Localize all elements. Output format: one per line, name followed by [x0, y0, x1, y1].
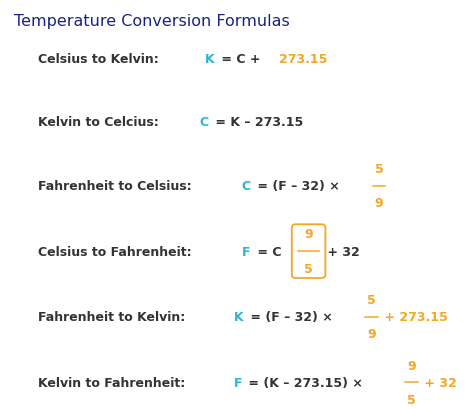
- Text: F: F: [242, 245, 250, 258]
- Text: 9: 9: [367, 328, 376, 341]
- Text: Fahrenheit to Celsius:: Fahrenheit to Celsius:: [38, 180, 196, 193]
- Text: + 32: + 32: [420, 376, 457, 389]
- Text: + 32: + 32: [324, 245, 360, 258]
- Text: Kelvin to Fahrenheit:: Kelvin to Fahrenheit:: [38, 376, 190, 389]
- Text: 9: 9: [407, 359, 416, 372]
- Text: 273.15: 273.15: [279, 53, 327, 66]
- Text: C: C: [199, 116, 209, 129]
- Text: = (F – 32) ×: = (F – 32) ×: [254, 180, 345, 193]
- Text: 9: 9: [375, 197, 384, 210]
- Text: + 273.15: + 273.15: [380, 310, 448, 324]
- Text: Kelvin to Celcius:: Kelvin to Celcius:: [38, 116, 163, 129]
- Text: Celsius to Kelvin:: Celsius to Kelvin:: [38, 53, 167, 66]
- Text: Fahrenheit to Kelvin:: Fahrenheit to Kelvin:: [38, 310, 190, 324]
- Text: K: K: [205, 53, 215, 66]
- Text: = C +: = C +: [218, 53, 265, 66]
- Text: K: K: [234, 310, 243, 324]
- Text: 5: 5: [375, 162, 384, 175]
- Text: = C: = C: [253, 245, 286, 258]
- Text: 5: 5: [407, 393, 416, 406]
- Text: Celsius to Fahrenheit:: Celsius to Fahrenheit:: [38, 245, 196, 258]
- Text: Temperature Conversion Formulas: Temperature Conversion Formulas: [14, 14, 290, 29]
- Text: C: C: [242, 180, 251, 193]
- Text: = (K – 273.15) ×: = (K – 273.15) ×: [245, 376, 368, 389]
- Text: 5: 5: [367, 293, 376, 306]
- Text: F: F: [234, 376, 242, 389]
- Text: = K – 273.15: = K – 273.15: [211, 116, 303, 129]
- Text: 9: 9: [304, 228, 313, 241]
- Text: = (F – 32) ×: = (F – 32) ×: [246, 310, 337, 324]
- Text: 5: 5: [304, 262, 313, 275]
